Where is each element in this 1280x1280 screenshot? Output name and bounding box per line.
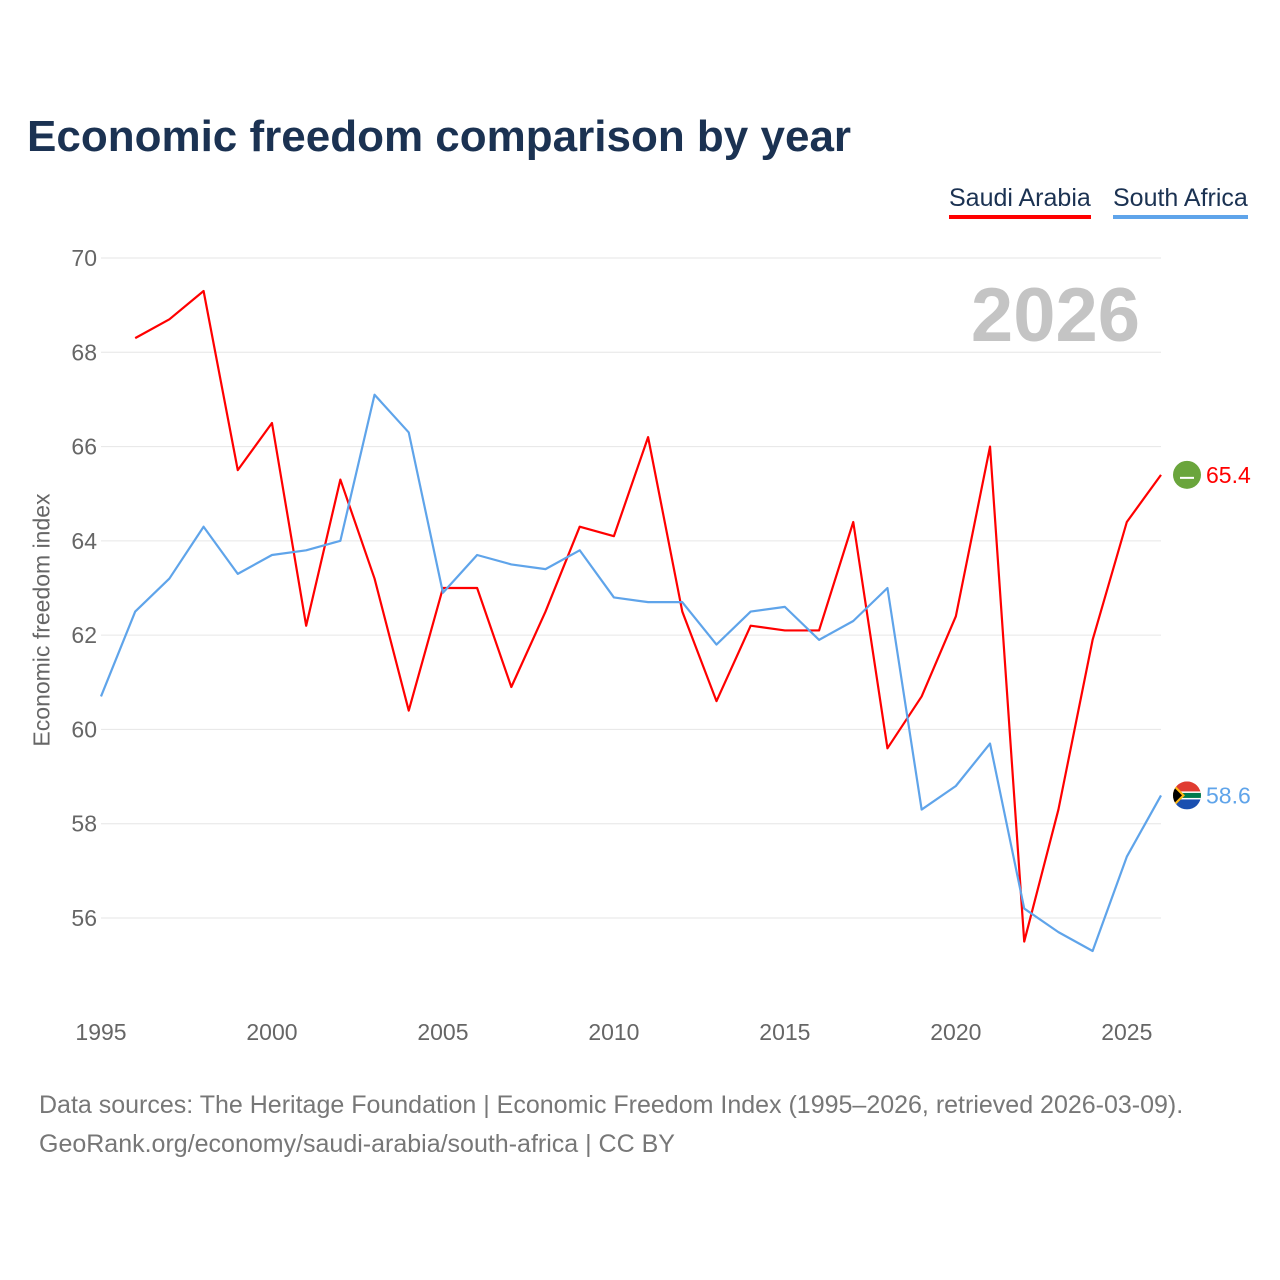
end-value-label: 65.4 xyxy=(1206,462,1251,488)
attribution-link[interactable]: GeoRank.org/economy/saudi-arabia/south-a… xyxy=(39,1130,675,1158)
y-tick-label: 66 xyxy=(71,434,97,460)
legend-south-africa[interactable]: South Africa xyxy=(1113,184,1248,219)
south-africa-flag-icon xyxy=(1173,781,1201,810)
y-tick-label: 56 xyxy=(71,905,97,931)
source-text: Data sources: The Heritage Foundation | … xyxy=(39,1091,1184,1119)
x-tick-label: 2015 xyxy=(759,1019,810,1045)
chart-title: Economic freedom comparison by year xyxy=(27,112,852,161)
end-value-label: 58.6 xyxy=(1206,782,1251,808)
x-tick-label: 2010 xyxy=(588,1019,639,1045)
legend-saudi-arabia[interactable]: Saudi Arabia xyxy=(949,184,1091,219)
y-tick-label: 68 xyxy=(71,339,97,365)
x-tick-label: 2025 xyxy=(1101,1019,1152,1045)
flag-sword xyxy=(1180,476,1194,479)
series-line-saudi-arabia xyxy=(134,289,1162,943)
x-tick-label: 2005 xyxy=(417,1019,468,1045)
y-tick-label: 62 xyxy=(71,622,97,648)
y-tick-label: 64 xyxy=(71,528,97,554)
y-tick-label: 58 xyxy=(71,811,97,837)
x-tick-label: 2000 xyxy=(246,1019,297,1045)
y-tick-label: 60 xyxy=(71,716,97,742)
footer: Data sources: The Heritage Foundation | … xyxy=(39,1086,1183,1164)
y-tick-label: 70 xyxy=(71,245,97,271)
series-line-south-africa xyxy=(99,393,1162,953)
x-tick-label: 1995 xyxy=(75,1019,126,1045)
current-year-label: 2026 xyxy=(970,273,1140,358)
x-tick-label: 2020 xyxy=(930,1019,981,1045)
saudi-arabia-flag-icon xyxy=(1173,460,1201,489)
